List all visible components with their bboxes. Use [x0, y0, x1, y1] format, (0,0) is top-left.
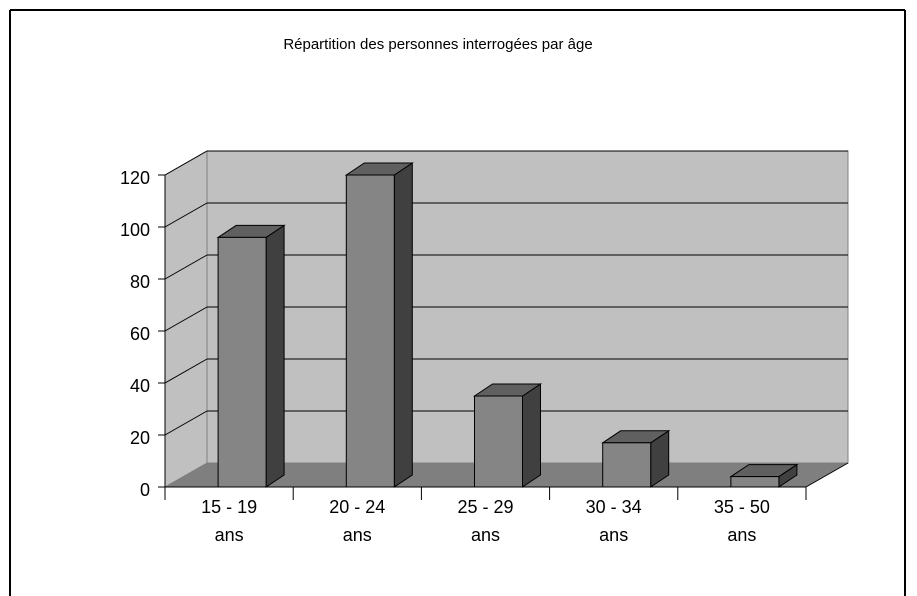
x-tick-label: 20 - 24 ans: [329, 497, 386, 545]
grid-line: [164, 358, 208, 384]
x-tick-label: 30 - 34 ans: [585, 497, 642, 545]
y-tick-label: 60: [130, 324, 150, 344]
bar: [345, 174, 395, 488]
y-tick-label: 40: [130, 376, 150, 396]
x-tick-label: 15 - 19 ans: [201, 497, 258, 545]
y-tick-label: 120: [120, 168, 150, 188]
y-tick-label: 0: [140, 480, 150, 500]
y-tick-label: 100: [120, 220, 150, 240]
y-tick-label: 20: [130, 428, 150, 448]
bar-side: [393, 162, 413, 488]
grid-line: [164, 202, 208, 228]
grid-line: [164, 150, 208, 176]
bar: [217, 236, 267, 488]
grid-line: [164, 306, 208, 332]
x-tick-label: 35 - 50 ans: [713, 497, 770, 545]
y-tick-label: 80: [130, 272, 150, 292]
bar: [602, 442, 652, 488]
bar-side: [265, 224, 285, 488]
bar-side: [522, 383, 541, 488]
grid-line: [164, 410, 208, 436]
grid-line: [164, 254, 208, 280]
bar: [474, 395, 523, 488]
bar: [730, 476, 780, 488]
floor-edge: [805, 462, 849, 488]
x-tick-label: 25 - 29 ans: [457, 497, 514, 545]
chart-title: Répartition des personnes interrogées pa…: [283, 36, 592, 53]
